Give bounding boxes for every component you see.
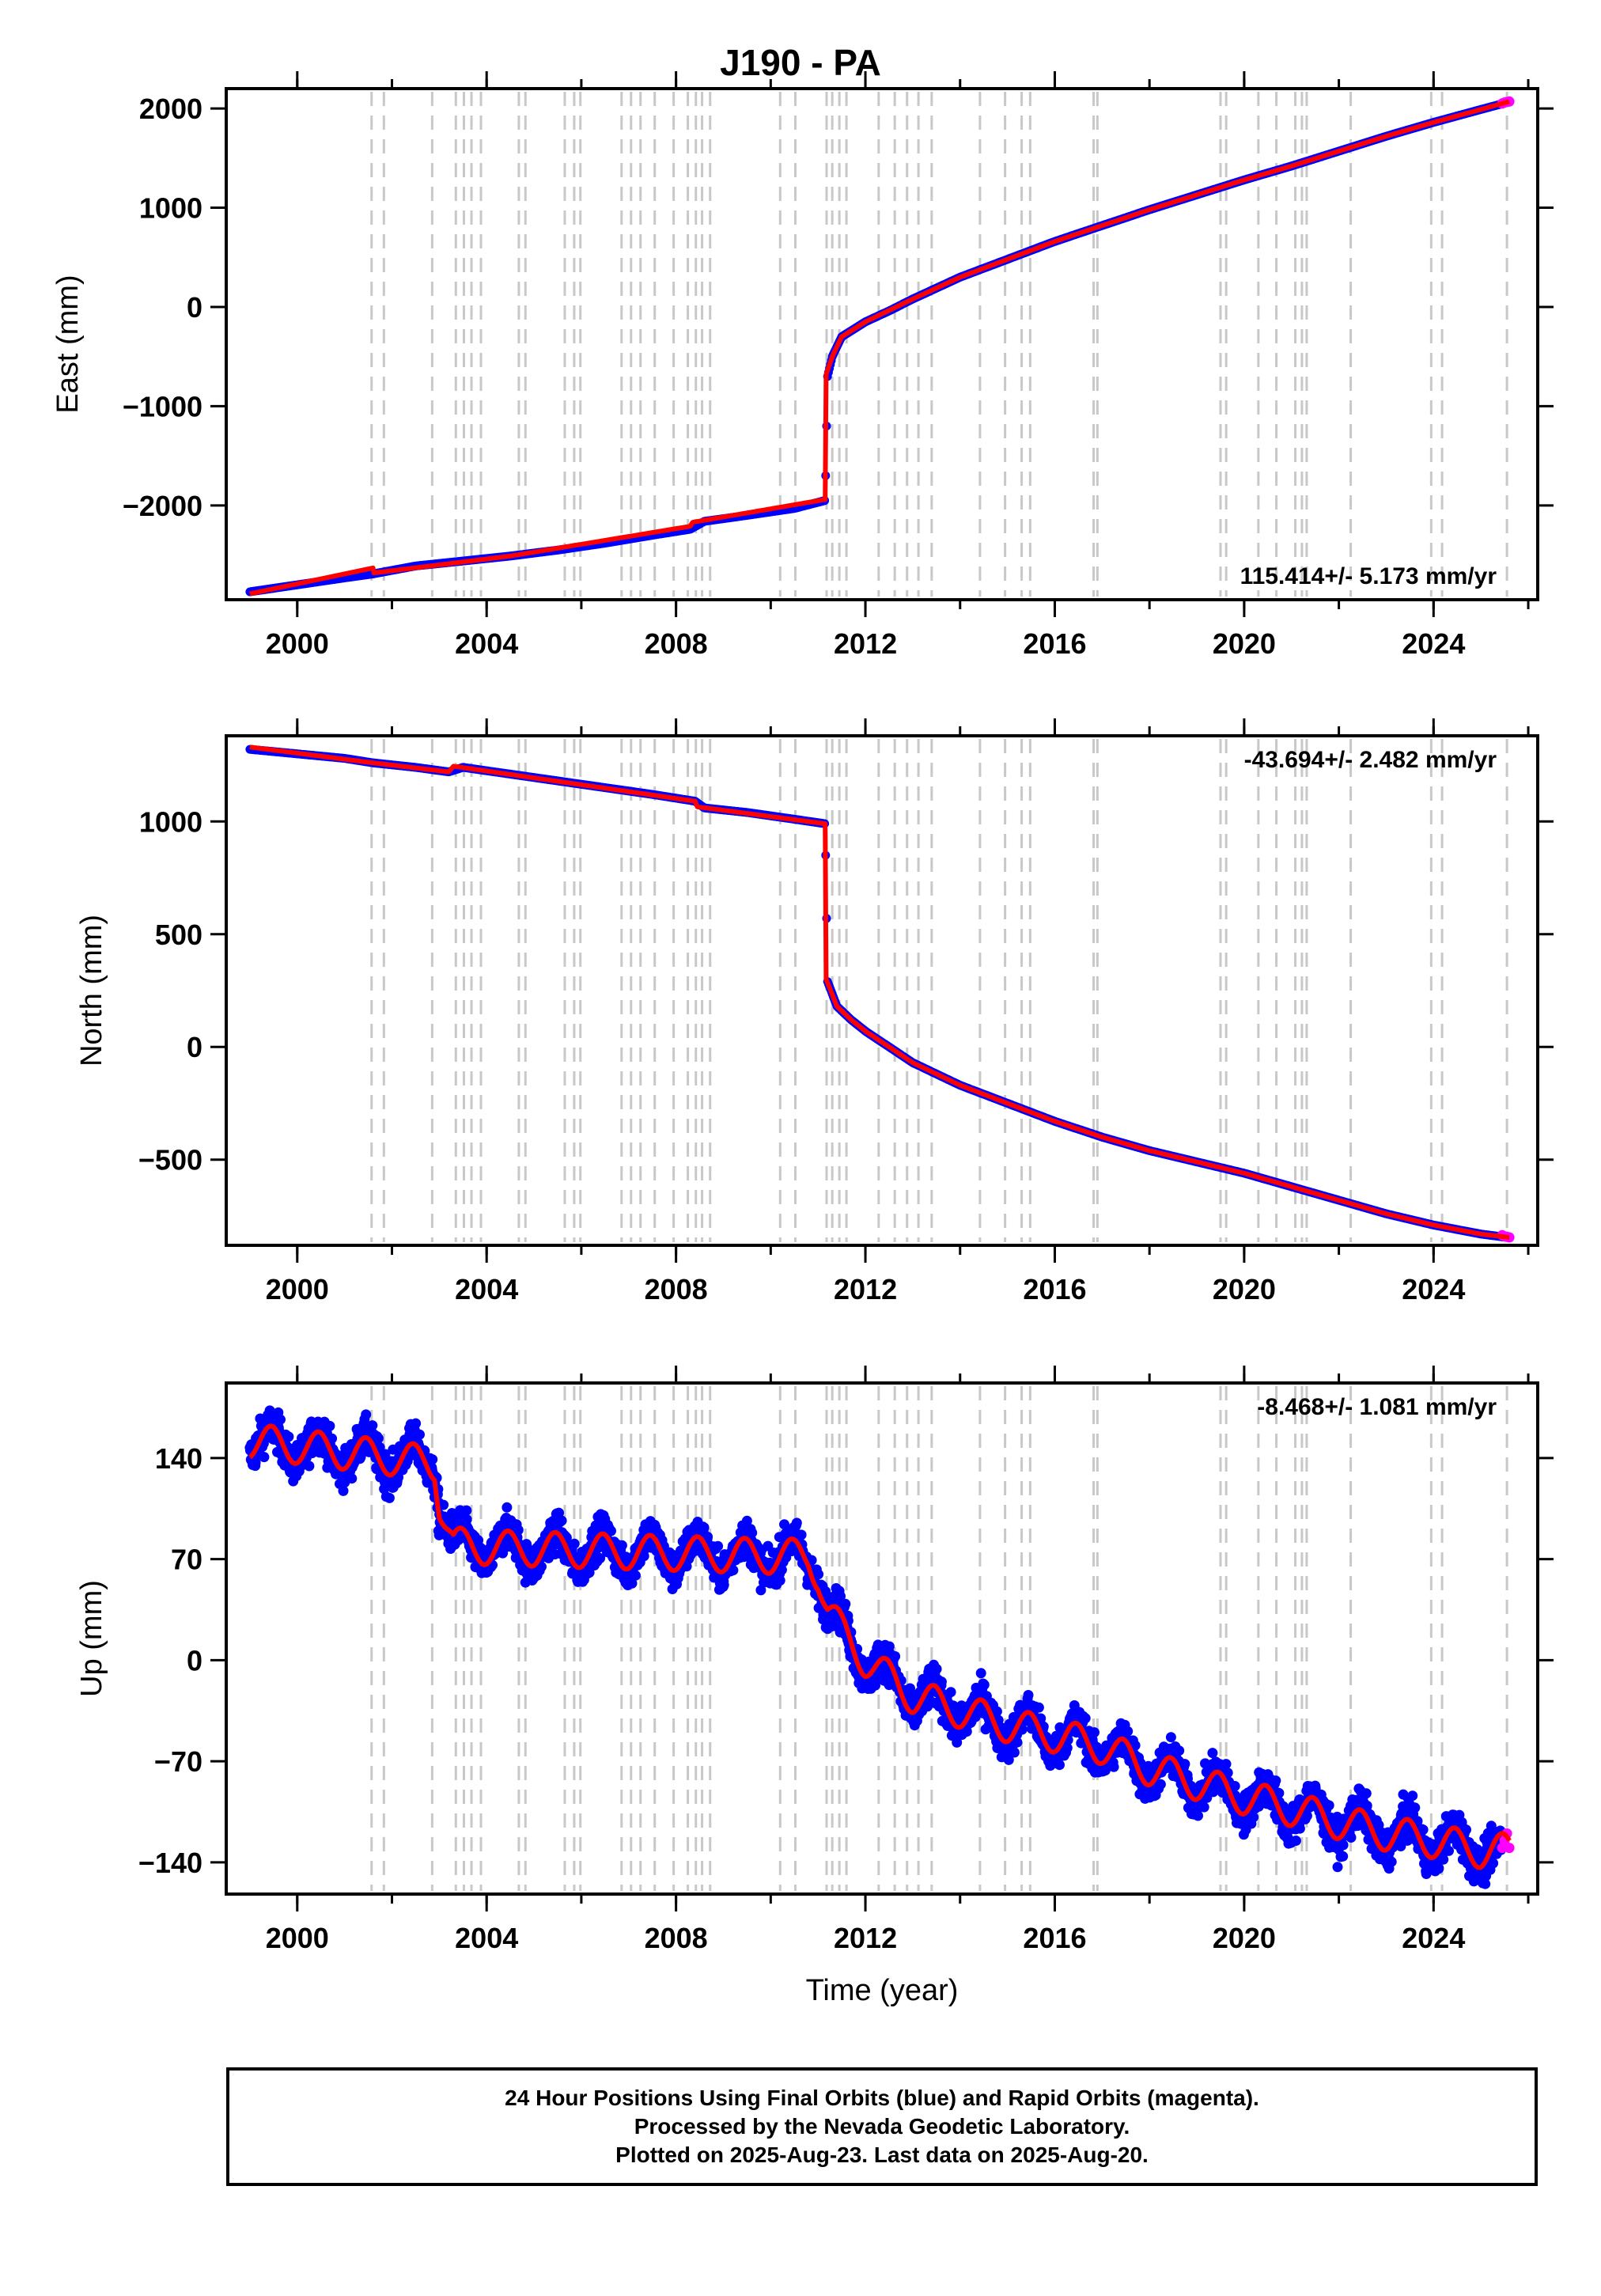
final-orbit-point [630, 1570, 641, 1581]
final-orbit-point [304, 1461, 315, 1472]
panel-north: 2000 2004 2008 2012 2016 2020 2024 −500 0 500 1000… [75, 718, 1554, 1305]
panel-east: 2000 2004 2008 2012 2016 2020 2024 −2000 −1000 0 1… [51, 71, 1554, 660]
final-orbit-point [931, 1664, 942, 1674]
final-orbit-point [945, 1687, 956, 1698]
final-orbit-point [346, 1473, 358, 1484]
x-tick-label: 2000 [266, 1273, 329, 1305]
final-orbit-point [259, 1452, 270, 1463]
x-tick-label: 2020 [1213, 627, 1276, 660]
x-tick-label: 2012 [834, 1273, 897, 1305]
final-orbit-point [713, 1540, 724, 1552]
final-orbit-point [774, 1575, 785, 1586]
y-tick-label: 1000 [139, 192, 202, 225]
final-orbit-point [556, 1515, 567, 1526]
final-orbit-point [427, 1454, 438, 1465]
final-orbit-point [747, 1527, 758, 1538]
final-orbit-point [338, 1485, 349, 1496]
panel-frame [225, 734, 1539, 1247]
y-tick-label: −2000 [123, 490, 202, 522]
y-tick-label: 2000 [139, 93, 202, 125]
final-orbit-point [840, 1598, 851, 1609]
final-orbit-point [791, 1517, 802, 1529]
final-orbit-point [361, 1409, 372, 1420]
x-tick-label: 2008 [645, 627, 708, 660]
rate-annotation: 115.414+/- 5.173 mm/yr [1240, 563, 1497, 589]
final-orbit-point [324, 1420, 335, 1431]
y-tick-label: 0 [187, 291, 202, 324]
y-tick-label: 500 [155, 919, 202, 951]
x-tick-label: 2024 [1402, 1273, 1465, 1305]
y-tick-label: 1000 [139, 805, 202, 838]
final-orbit-point [373, 1433, 384, 1444]
final-orbit-point [813, 1569, 824, 1580]
final-orbit-point [698, 1522, 710, 1533]
x-tick-label: 2024 [1402, 627, 1465, 660]
final-orbit-point [890, 1651, 901, 1661]
final-orbit-point [384, 1492, 395, 1503]
x-tick-label: 2000 [266, 627, 329, 660]
final-orbit-point [796, 1529, 807, 1540]
x-tick-label: 2004 [455, 1273, 518, 1305]
x-tick-label: 2016 [1023, 1273, 1086, 1305]
final-orbit-point [283, 1431, 294, 1442]
final-orbit-point [275, 1414, 286, 1425]
final-orbit-point [461, 1505, 472, 1516]
y-tick-label: 0 [187, 1031, 202, 1063]
y-tick-label: −1000 [123, 390, 202, 422]
final-orbit-point [414, 1429, 425, 1440]
final-orbit-point [367, 1420, 378, 1431]
y-axis-label: East (mm) [51, 275, 85, 413]
x-tick-label: 2004 [455, 627, 518, 660]
final-orbit-point [616, 1540, 627, 1551]
final-orbit-point [501, 1502, 513, 1513]
x-tick-label: 2012 [834, 627, 897, 660]
final-orbit-point [569, 1538, 580, 1549]
rate-annotation: -43.694+/- 2.482 mm/yr [1244, 747, 1497, 773]
final-orbit-point [718, 1579, 729, 1590]
y-axis-label: North (mm) [75, 915, 108, 1067]
y-tick-label: −500 [138, 1144, 202, 1176]
model-fit-line [248, 99, 1512, 597]
final-orbit-point [411, 1418, 422, 1429]
panel-frame [225, 87, 1539, 601]
panel-up: 2000 2004 2008 2012 2016 2020 2024−140−7007014… [75, 1366, 1554, 2007]
chart-title: J190 - PA [720, 42, 881, 83]
x-tick-label: 2016 [1023, 627, 1086, 660]
x-tick-label: 2008 [645, 1273, 708, 1305]
x-tick-label: 2020 [1213, 1273, 1276, 1305]
